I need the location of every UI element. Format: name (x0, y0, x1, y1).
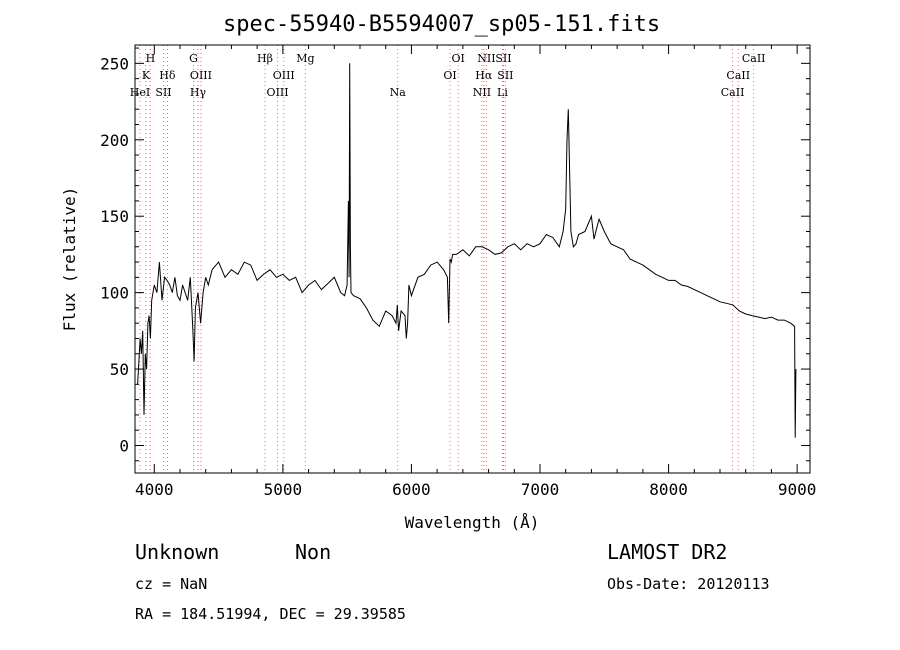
x-tick-label: 5000 (264, 480, 303, 499)
x-tick-label: 7000 (521, 480, 560, 499)
x-axis-ticks: 4000 5000 6000 7000 8000 9000 (135, 45, 816, 499)
line-label: SII (155, 86, 171, 99)
line-label: SII (497, 69, 513, 82)
data-release: LAMOST DR2 (607, 540, 728, 564)
line-label: Hα (475, 69, 493, 82)
line-label: CaII (726, 69, 750, 82)
line-label: Mg (296, 52, 314, 65)
line-label: Li (497, 86, 508, 99)
object-subclass: Non (295, 540, 332, 564)
emission-line-markers (139, 45, 755, 473)
y-tick-label: 0 (119, 436, 129, 455)
line-label: OIII (267, 86, 289, 99)
y-tick-label: 250 (100, 54, 129, 73)
line-label: Hγ (190, 86, 207, 99)
line-label: H (146, 52, 156, 65)
x-tick-label: 8000 (649, 480, 688, 499)
line-label: CaII (742, 52, 766, 65)
line-label: NII (477, 52, 495, 65)
x-tick-label: 9000 (778, 480, 817, 499)
line-label: Hδ (159, 69, 176, 82)
y-tick-label: 50 (110, 360, 129, 379)
chart-title: spec-55940-B5594007_sp05-151.fits (223, 12, 661, 37)
y-axis-ticks: 0 50 100 150 200 250 (100, 47, 810, 462)
x-tick-label: 4000 (135, 480, 174, 499)
line-label: NII (473, 86, 491, 99)
line-label: SII (495, 52, 511, 65)
line-label: HeI (130, 86, 150, 99)
line-label: OI (452, 52, 465, 65)
line-label: OI (443, 69, 456, 82)
x-axis-label: Wavelength (Å) (405, 513, 540, 532)
y-tick-label: 150 (100, 207, 129, 226)
line-label: OIII (190, 69, 212, 82)
line-label: OIII (273, 69, 295, 82)
y-axis-label: Flux (relative) (60, 187, 79, 332)
line-label: CaII (721, 86, 745, 99)
spectrum-line (137, 63, 797, 438)
x-tick-label: 6000 (392, 480, 431, 499)
line-label: Na (390, 86, 407, 99)
redshift-cz: cz = NaN (135, 575, 208, 593)
plot-frame (134, 44, 811, 474)
line-label: Hβ (257, 52, 273, 65)
spectrum-series (137, 63, 797, 438)
object-class: Unknown (135, 540, 220, 564)
coordinates: RA = 184.51994, DEC = 29.39585 (135, 605, 406, 623)
line-label: G (189, 52, 198, 65)
y-tick-label: 200 (100, 131, 129, 150)
line-label: K (142, 69, 151, 82)
y-tick-label: 100 (100, 284, 129, 303)
observation-date: Obs-Date: 20120113 (607, 575, 770, 593)
